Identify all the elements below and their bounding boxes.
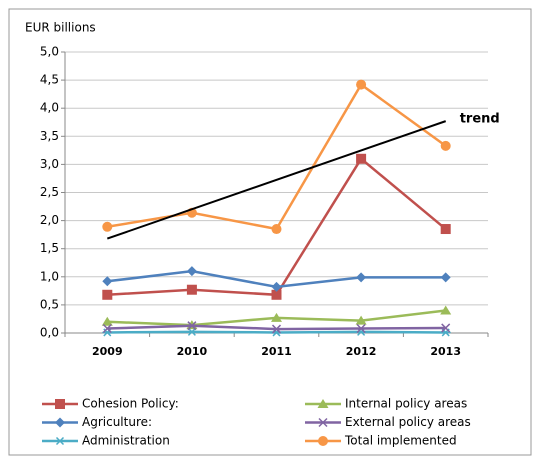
marker [440,224,451,235]
marker [186,284,197,295]
marker [356,323,366,334]
y-tick-label: 3,0 [40,157,59,171]
marker [271,281,282,292]
marker [101,316,113,326]
marker [102,276,113,287]
legend-marker [318,417,328,428]
trend-label: trend [460,112,500,127]
marker [102,221,113,232]
y-tick-label: 2,0 [40,213,59,227]
marker [356,79,367,90]
y-tick-label: 2,5 [40,185,59,199]
marker [102,289,113,300]
y-tick-label: 0,5 [40,297,59,311]
legend-label: External policy areas [345,415,471,429]
marker [356,272,367,283]
y-tick-label: 0,0 [40,326,59,340]
legend-label: Agriculture: [82,415,152,429]
marker [441,323,451,333]
x-tick-label: 2012 [346,345,377,358]
trend-line [106,120,447,240]
y-tick-label: 3,5 [40,129,59,143]
chart-border [8,8,532,456]
legend-marker [55,436,65,446]
x-tick-label: 2011 [261,345,292,358]
legend-marker [55,417,65,428]
marker [440,272,451,283]
y-axis-label: EUR billions [25,21,96,35]
legend-marker [318,436,328,446]
legend-label: Administration [82,434,170,448]
legend-label: Cohesion Policy: [82,397,179,411]
marker [355,315,367,325]
x-tick-label: 2013 [430,345,461,358]
marker [186,266,197,277]
y-tick-label: 1,5 [40,241,59,255]
marker [102,323,112,334]
legend-marker [55,399,65,409]
marker [271,224,282,235]
marker [187,321,197,331]
y-tick-label: 1,0 [40,269,59,283]
legend-marker [317,399,329,408]
marker [356,153,367,164]
x-tick-label: 2010 [177,345,208,358]
marker [271,289,282,300]
y-tick-label: 4,5 [40,73,59,87]
marker [271,312,282,322]
marker [440,305,452,315]
legend-label: Total implemented [344,434,457,448]
marker [440,140,451,151]
marker [186,327,197,336]
y-tick-label: 5,0 [40,45,59,59]
y-tick-label: 4,0 [40,101,59,115]
legend-label: Internal policy areas [345,397,467,411]
x-tick-label: 2009 [92,345,123,358]
marker [271,324,282,334]
